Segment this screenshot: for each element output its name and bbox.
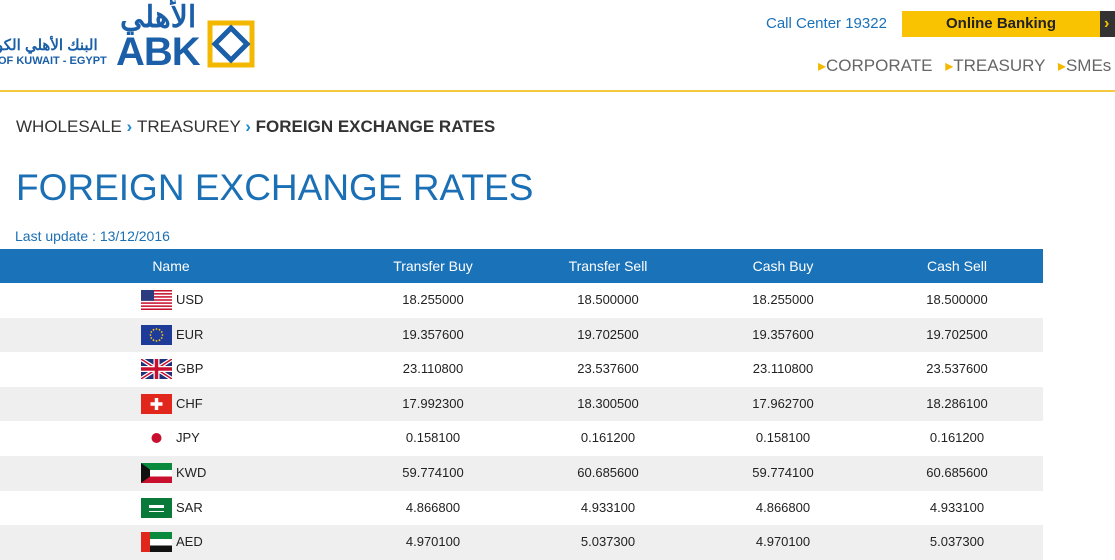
table-header: Name Transfer Buy Transfer Sell Cash Buy Cas… — [0, 249, 1043, 283]
flag — [141, 393, 172, 414]
flag — [141, 497, 172, 518]
rate-cell: 0.161200 — [580, 430, 636, 446]
logo-arabic-name: البنك الأهلي الكو — [0, 37, 98, 54]
rate-cell: 4.970100 — [755, 534, 811, 550]
table-row: GBP 23.110800 23.537600 23.110800 23.537600 — [0, 352, 1043, 387]
flag — [141, 359, 172, 380]
currency-code: AED — [176, 534, 203, 550]
currency-code: KWD — [176, 465, 207, 480]
logo-text: ABK — [116, 30, 201, 74]
currency-code: USD — [176, 292, 204, 307]
rate-cell: 60.685600 — [577, 465, 639, 480]
rate-cell: 18.300500 — [577, 395, 639, 411]
last-update: Last update : 13/12/2016 — [15, 228, 170, 244]
rate-cell: 18.500000 — [577, 292, 639, 307]
rate-cell: 0.158100 — [405, 430, 461, 446]
column-header: Cash Buy — [752, 258, 814, 274]
online-banking-arrow[interactable]: › — [1100, 11, 1115, 37]
currency-code: JPY — [176, 430, 200, 446]
rate-cell: 59.774100 — [752, 465, 814, 480]
column-header: Name — [152, 258, 190, 274]
rate-cell: 17.992300 — [402, 395, 464, 411]
breadcrumb-current: FOREIGN EXCHANGE RATES — [255, 117, 496, 136]
rate-cell: 4.970100 — [405, 534, 461, 550]
table-row: AED 4.970100 5.037300 4.970100 5.037300 — [0, 525, 1043, 560]
table-row: CHF 17.992300 18.300500 17.962700 18.286100 — [0, 386, 1043, 422]
rate-cell: 23.537600 — [577, 361, 639, 377]
flag — [141, 324, 172, 345]
rate-cell: 19.357600 — [402, 326, 464, 342]
currency-code: EUR — [176, 326, 204, 342]
rate-cell: 5.037300 — [929, 534, 985, 550]
call-center[interactable]: Call Center 19322 — [766, 15, 887, 32]
column-header: Transfer Sell — [568, 258, 648, 274]
rate-cell: 0.161200 — [929, 430, 985, 446]
rate-cell: 19.357600 — [752, 326, 814, 342]
table-row: JPY 0.158100 0.161200 0.158100 0.161200 — [0, 421, 1043, 456]
currency-code: CHF — [176, 395, 203, 411]
column-header: Transfer Buy — [393, 258, 473, 274]
currency-code: GBP — [176, 361, 204, 377]
rate-cell: 4.933100 — [929, 499, 985, 515]
column-header: Cash Sell — [927, 258, 987, 274]
flag — [141, 463, 172, 483]
rate-cell: 17.962700 — [752, 395, 814, 411]
rate-cell: 23.537600 — [926, 361, 988, 377]
nav-item[interactable]: CORPORATE — [826, 56, 933, 75]
table-row: EUR 19.357600 19.702500 19.357600 19.702500 — [0, 317, 1043, 353]
rate-cell: 18.255000 — [752, 292, 814, 307]
rate-cell: 19.702500 — [926, 326, 988, 342]
rate-cell: 18.500000 — [926, 292, 988, 307]
breadcrumb: WHOLESALE › TREASUREY › FOREIGN EXCHANGE… — [16, 117, 496, 136]
flag — [141, 290, 172, 310]
table-row: KWD 59.774100 60.685600 59.774100 60.685600 — [0, 456, 1043, 491]
page-title: FOREIGN EXCHANGE RATES — [16, 167, 534, 208]
logo-arabic: الأهلي — [120, 1, 197, 34]
breadcrumb-item[interactable]: WHOLESALE — [16, 117, 122, 136]
rate-cell: 23.110800 — [752, 361, 814, 377]
table-row: SAR 4.866800 4.933100 4.866800 4.933100 — [0, 490, 1043, 526]
nav: ▸CORPORATE ▸TREASURY ▸SMEs — [818, 56, 1112, 75]
logo-icon — [207, 20, 255, 68]
rate-cell: 18.286100 — [926, 395, 988, 411]
logo-english-name: OF KUWAIT - EGYPT — [0, 55, 107, 67]
table-row: USD 18.255000 18.500000 18.255000 18.500000 — [0, 283, 1043, 318]
nav-item[interactable]: TREASURY — [953, 56, 1046, 75]
rate-cell: 4.866800 — [405, 499, 461, 515]
header-divider — [0, 90, 1115, 92]
flag — [141, 428, 172, 449]
rate-cell: 19.702500 — [577, 326, 639, 342]
flag — [141, 532, 172, 553]
online-banking[interactable]: Online Banking — [902, 11, 1100, 37]
rate-cell: 60.685600 — [926, 465, 988, 480]
rate-cell: 4.933100 — [580, 499, 636, 515]
nav-item[interactable]: SMEs — [1065, 56, 1112, 75]
rate-cell: 5.037300 — [580, 534, 636, 550]
currency-code: SAR — [176, 499, 203, 515]
rate-cell: 23.110800 — [402, 361, 464, 377]
breadcrumb-item[interactable]: TREASUREY — [136, 117, 241, 136]
rate-cell: 0.158100 — [755, 430, 811, 446]
rate-cell: 4.866800 — [755, 499, 811, 515]
rate-cell: 18.255000 — [402, 292, 464, 307]
rate-cell: 59.774100 — [402, 465, 464, 480]
